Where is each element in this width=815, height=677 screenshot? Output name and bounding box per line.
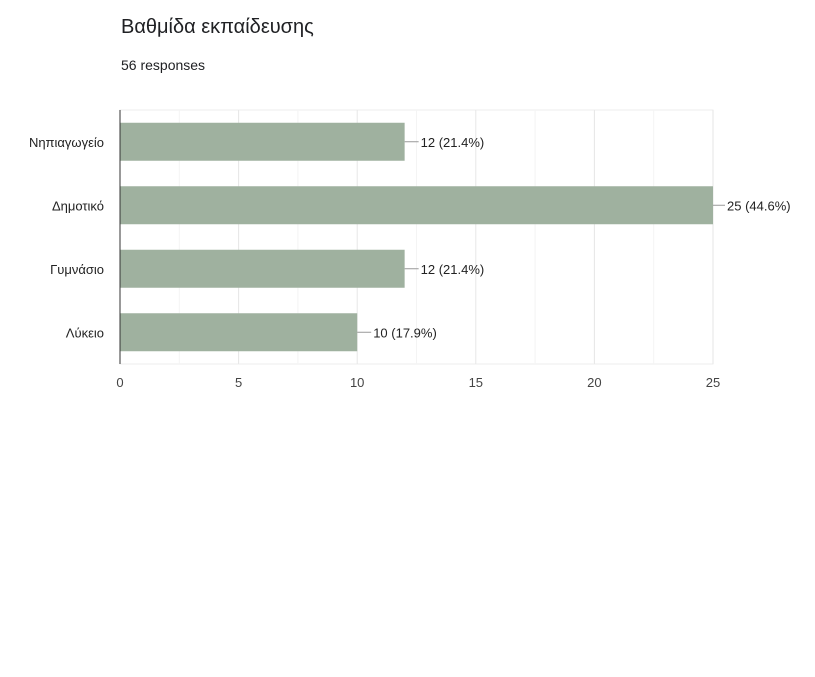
bar[interactable] <box>120 313 358 352</box>
bar[interactable] <box>120 249 405 288</box>
x-tick-label: 20 <box>587 375 601 390</box>
category-label: Δημοτικό <box>52 198 104 213</box>
x-tick-label: 0 <box>116 375 123 390</box>
data-label: 25 (44.6%) <box>727 198 791 213</box>
chart-title: Βαθμίδα εκπαίδευσης <box>121 16 314 38</box>
bar[interactable] <box>120 122 405 161</box>
category-label: Νηπιαγωγείο <box>29 135 104 150</box>
bar[interactable] <box>120 186 713 225</box>
category-label: Γυμνάσιο <box>50 262 104 277</box>
data-label: 12 (21.4%) <box>421 262 485 277</box>
data-label: 10 (17.9%) <box>373 325 437 340</box>
data-label: 12 (21.4%) <box>421 135 485 150</box>
x-tick-label: 15 <box>469 375 483 390</box>
x-tick-label: 25 <box>706 375 720 390</box>
x-tick-label: 10 <box>350 375 364 390</box>
response-count: 56 responses <box>121 57 206 73</box>
x-tick-label: 5 <box>235 375 242 390</box>
category-label: Λύκειο <box>66 325 104 340</box>
